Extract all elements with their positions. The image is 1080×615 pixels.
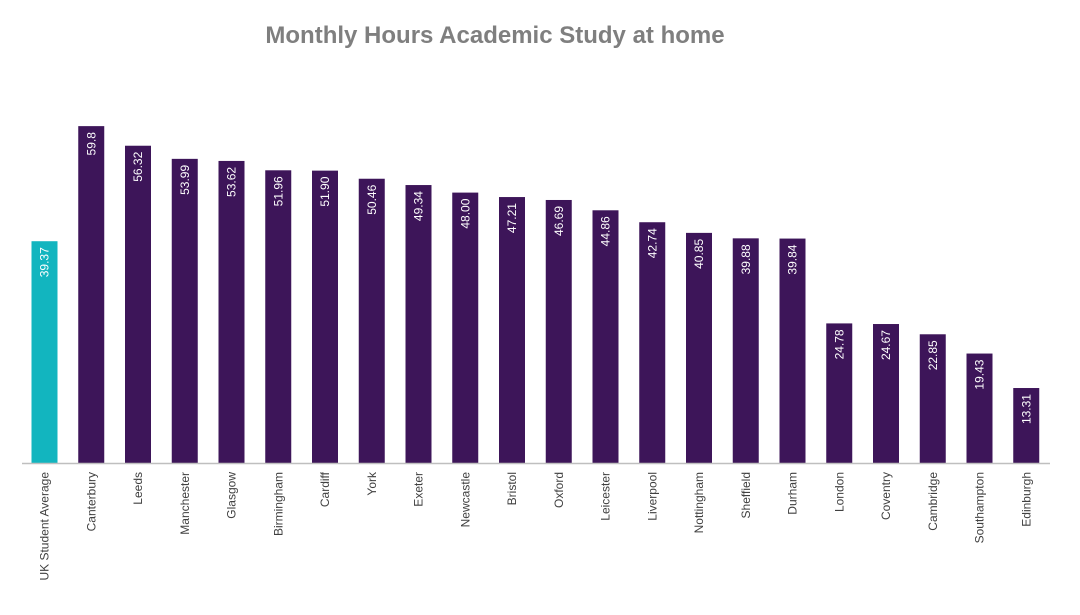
category-label: Nottingham [692, 472, 706, 533]
bar-value-label: 40.85 [692, 239, 706, 269]
bar-value-label: 19.43 [973, 359, 987, 389]
bar [358, 178, 385, 463]
bar-value-label: 46.69 [552, 206, 566, 236]
bar [312, 170, 338, 463]
bar [919, 334, 946, 463]
bar-value-label: 47.21 [505, 203, 519, 233]
bar [966, 353, 993, 463]
bar-value-label: 44.86 [599, 216, 613, 246]
category-label: London [832, 472, 846, 512]
bar-value-label: 24.78 [832, 329, 846, 359]
category-label: Cambridge [926, 472, 940, 531]
bar [218, 160, 245, 463]
bar [639, 222, 666, 463]
category-label: Exeter [412, 472, 426, 507]
bar-value-label: 24.67 [879, 330, 893, 360]
bar-value-label: 51.96 [271, 176, 285, 206]
category-label: Leeds [131, 472, 145, 505]
bar [125, 145, 151, 464]
bar-value-label: 50.46 [365, 184, 379, 214]
category-label: York [365, 471, 379, 496]
bar [779, 238, 806, 463]
bar-value-label: 49.34 [412, 191, 426, 221]
bar-value-label: 51.90 [318, 176, 332, 206]
bar [545, 199, 572, 463]
category-label: Durham [786, 472, 800, 515]
category-label: Cardiff [318, 471, 332, 507]
bar [452, 192, 479, 463]
bar [171, 158, 198, 464]
bar-value-label: 39.37 [38, 247, 52, 277]
category-label: Manchester [178, 472, 192, 535]
category-label: Coventry [879, 472, 893, 520]
bar-value-label: 59.8 [84, 132, 98, 156]
bar-value-label: 48.00 [458, 198, 472, 228]
category-label: Newcastle [458, 472, 472, 528]
category-label: Southampton [973, 472, 987, 543]
category-label: Canterbury [84, 472, 98, 531]
category-label: Birmingham [271, 472, 285, 536]
bar-value-label: 22.85 [926, 340, 940, 370]
category-label: Edinburgh [1019, 472, 1033, 527]
bar [405, 185, 432, 463]
category-label: Sheffield [739, 472, 753, 518]
chart-title: Monthly Hours Academic Study at home [265, 22, 725, 49]
bar-value-label: 13.31 [1019, 394, 1033, 424]
bar-value-label: 56.32 [131, 151, 145, 181]
bar [499, 197, 525, 463]
bar-value-label: 53.62 [225, 167, 239, 197]
bar [592, 210, 619, 463]
bar [265, 170, 292, 464]
bar-value-label: 39.84 [786, 244, 800, 274]
category-label: Leicester [599, 472, 613, 521]
bar [78, 126, 105, 464]
category-label: Glasgow [225, 472, 239, 519]
bar [31, 241, 58, 463]
category-label: Liverpool [645, 472, 659, 521]
category-label: UK Student Average [38, 472, 52, 581]
bar [686, 232, 712, 463]
category-label: Oxford [552, 472, 566, 508]
bar-value-label: 39.88 [739, 244, 753, 274]
bar [826, 323, 853, 463]
bar [732, 238, 759, 463]
bar [873, 324, 899, 463]
category-label: Bristol [505, 472, 519, 505]
bar [1013, 388, 1040, 463]
bar-value-label: 42.74 [645, 228, 659, 258]
bar-value-label: 53.99 [178, 165, 192, 195]
